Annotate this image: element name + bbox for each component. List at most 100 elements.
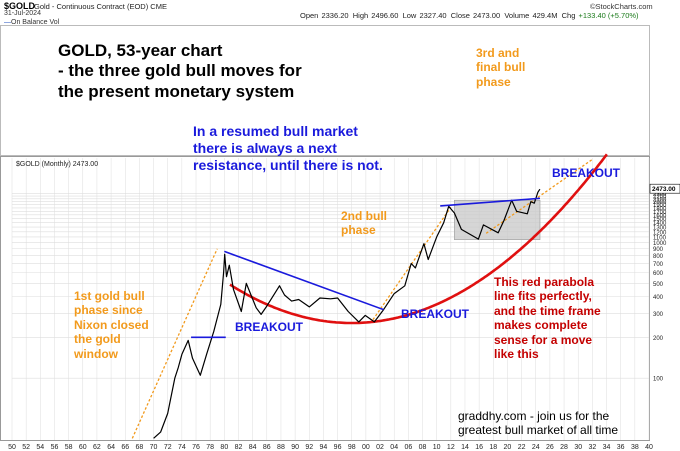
x-tick-label: 22 bbox=[518, 444, 526, 451]
breakout-label-3: BREAKOUT bbox=[552, 166, 620, 180]
x-tick-label: 50 bbox=[8, 444, 16, 451]
y-tick-label: 1000 bbox=[653, 241, 667, 247]
indicator-label: On Balance Vol bbox=[4, 19, 59, 26]
x-tick-label: 96 bbox=[334, 444, 342, 451]
x-tick-label: 00 bbox=[362, 444, 370, 451]
parabola-note: This red parabola line fits perfectly, a… bbox=[494, 275, 601, 361]
last-price-box bbox=[649, 183, 680, 194]
y-tick-label: 700 bbox=[653, 262, 664, 268]
y-tick-label: 200 bbox=[653, 336, 664, 342]
price-line bbox=[153, 188, 541, 439]
orange-trend-line-1 bbox=[131, 248, 218, 439]
x-tick-label: 12 bbox=[447, 444, 455, 451]
chart-date: 31-Jul-2024 bbox=[4, 10, 41, 17]
x-tick-label: 62 bbox=[93, 444, 101, 451]
y-tick-label: 1600 bbox=[653, 213, 667, 219]
resistance-line-3 bbox=[440, 197, 541, 207]
open-label: Open bbox=[300, 11, 319, 20]
y-tick-label: 2200 bbox=[653, 195, 667, 201]
y-tick-label: 1800 bbox=[653, 206, 667, 212]
breakout-label-2: BREAKOUT bbox=[401, 307, 469, 321]
chart-title: GOLD, 53-year chart - the three gold bul… bbox=[58, 41, 302, 101]
x-tick-label: 76 bbox=[192, 444, 200, 451]
x-tick-label: 28 bbox=[560, 444, 568, 451]
low-label: Low bbox=[402, 11, 417, 20]
y-tick-label: 1300 bbox=[653, 226, 667, 232]
instrument-name: Gold - Continuous Contract (EOD) CME bbox=[34, 2, 167, 11]
last-price-tag: 2473.00 bbox=[652, 186, 676, 193]
y-tick-label: 600 bbox=[653, 271, 664, 277]
resistance-line-2 bbox=[224, 250, 384, 311]
y-tick-label: 2000 bbox=[653, 200, 667, 206]
third-bull-label: 3rd and final bull phase bbox=[476, 46, 526, 89]
parabola-curve bbox=[229, 153, 608, 325]
x-tick-label: 06 bbox=[404, 444, 412, 451]
close-label: Close bbox=[450, 11, 470, 20]
panel-label: $GOLD (Monthly) 2473.00 bbox=[16, 161, 98, 168]
x-tick-label: 90 bbox=[291, 444, 299, 451]
y-tick-label: 300 bbox=[653, 312, 664, 318]
y-tick-label: 2300 bbox=[653, 192, 667, 198]
breakout-label-1: BREAKOUT bbox=[235, 320, 303, 334]
resistance-note: In a resumed bull market there is always… bbox=[193, 123, 383, 173]
y-tick-label: 1200 bbox=[653, 230, 667, 236]
x-tick-label: 18 bbox=[489, 444, 497, 451]
x-tick-label: 56 bbox=[51, 444, 59, 451]
volume-value: 429.4M bbox=[532, 11, 558, 20]
x-tick-label: 02 bbox=[376, 444, 384, 451]
y-tick-label: 1400 bbox=[653, 221, 667, 227]
quote-bar: Open 2336.20 High 2496.60 Low 2327.40 Cl… bbox=[300, 11, 639, 20]
x-tick-label: 52 bbox=[22, 444, 30, 451]
first-bull-label: 1st gold bull phase since Nixon closed t… bbox=[74, 289, 149, 361]
symbol: $GOLD bbox=[4, 1, 36, 11]
high-label: High bbox=[352, 11, 369, 20]
x-tick-label: 40 bbox=[645, 444, 653, 451]
x-tick-label: 08 bbox=[419, 444, 427, 451]
y-tick-label: 100 bbox=[653, 377, 664, 383]
x-tick-label: 94 bbox=[320, 444, 328, 451]
x-tick-label: 30 bbox=[574, 444, 582, 451]
x-tick-label: 14 bbox=[461, 444, 469, 451]
x-tick-label: 54 bbox=[36, 444, 44, 451]
x-tick-label: 70 bbox=[150, 444, 158, 451]
x-tick-label: 82 bbox=[235, 444, 243, 451]
x-tick-label: 84 bbox=[249, 444, 257, 451]
x-tick-label: 38 bbox=[631, 444, 639, 451]
x-tick-label: 64 bbox=[107, 444, 115, 451]
y-tick-label: 900 bbox=[653, 247, 664, 253]
x-tick-label: 66 bbox=[121, 444, 129, 451]
y-tick-label: 1500 bbox=[653, 217, 667, 223]
y-tick-label: 1900 bbox=[653, 203, 667, 209]
y-tick-label: 400 bbox=[653, 295, 664, 301]
low-value: 2327.40 bbox=[419, 11, 447, 20]
close-value: 2473.00 bbox=[473, 11, 501, 20]
x-tick-label: 16 bbox=[475, 444, 483, 451]
chg-label: Chg bbox=[561, 11, 576, 20]
x-tick-label: 24 bbox=[532, 444, 540, 451]
y-tick-label: 1700 bbox=[653, 210, 667, 216]
open-value: 2336.20 bbox=[321, 11, 349, 20]
volume-label: Volume bbox=[504, 11, 530, 20]
second-bull-label: 2nd bull phase bbox=[341, 209, 387, 238]
x-tick-label: 86 bbox=[263, 444, 271, 451]
price-panel-frame bbox=[0, 156, 650, 441]
x-tick-label: 68 bbox=[136, 444, 144, 451]
x-tick-label: 26 bbox=[546, 444, 554, 451]
y-tick-label: 2100 bbox=[653, 197, 667, 203]
x-tick-label: 80 bbox=[220, 444, 228, 451]
x-tick-label: 32 bbox=[588, 444, 596, 451]
x-tick-label: 58 bbox=[65, 444, 73, 451]
chg-value: +133.40 (+5.70%) bbox=[578, 11, 639, 20]
x-tick-label: 60 bbox=[79, 444, 87, 451]
upper-panel-frame bbox=[0, 25, 650, 156]
y-tick-label: 1100 bbox=[653, 235, 667, 241]
x-tick-label: 98 bbox=[348, 444, 356, 451]
high-value: 2496.60 bbox=[371, 11, 399, 20]
x-tick-label: 72 bbox=[164, 444, 172, 451]
brand-watermark: StockCharts.com bbox=[590, 2, 653, 11]
x-tick-label: 04 bbox=[390, 444, 398, 451]
x-tick-label: 74 bbox=[178, 444, 186, 451]
x-tick-label: 34 bbox=[603, 444, 611, 451]
